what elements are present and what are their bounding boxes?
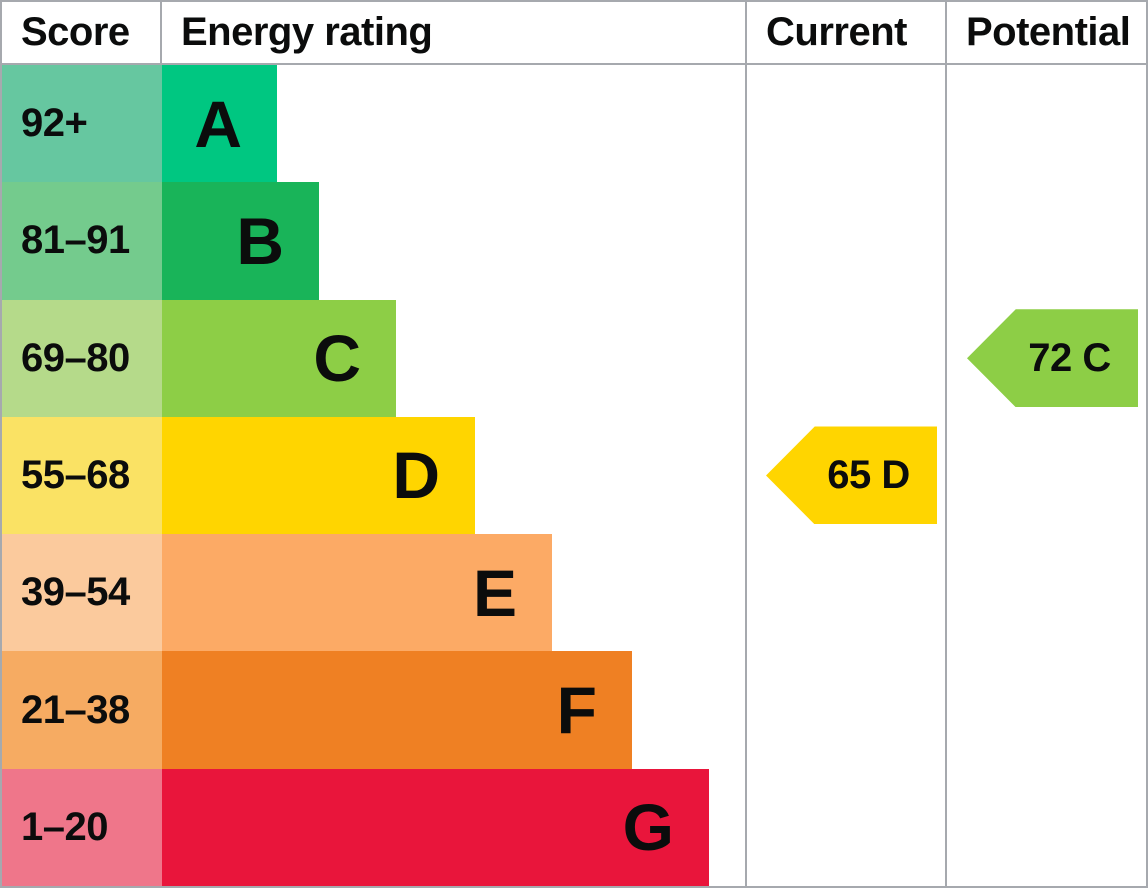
band-bar-b: B (162, 182, 319, 300)
band-row-a: A (162, 65, 745, 183)
band-bar-f: F (162, 651, 632, 769)
band-bar-e: E (162, 534, 552, 652)
score-column: Score 92+ 81–91 69–80 55–68 39–54 21–38 … (2, 2, 162, 886)
current-header: Current (747, 2, 945, 65)
score-cell-g: 1–20 (2, 768, 162, 886)
potential-header: Potential (947, 2, 1146, 65)
score-cell-b: 81–91 (2, 182, 162, 300)
score-cell-f: 21–38 (2, 651, 162, 769)
potential-column: Potential 72 C (945, 2, 1146, 886)
band-row-b: B (162, 182, 745, 300)
band-row-g: G (162, 768, 745, 886)
score-cells: 92+ 81–91 69–80 55–68 39–54 21–38 1–20 (2, 65, 162, 886)
band-bar-c: C (162, 299, 396, 417)
band-row-f: F (162, 651, 745, 769)
score-cell-d: 55–68 (2, 416, 162, 535)
potential-rating-arrow: 72 C (967, 309, 1138, 408)
score-cell-a: 92+ (2, 65, 162, 183)
band-row-c: C (162, 299, 745, 417)
score-cell-e: 39–54 (2, 534, 162, 652)
band-row-d: D (162, 416, 745, 535)
band-row-e: E (162, 534, 745, 652)
band-bar-d: D (162, 416, 475, 535)
score-header: Score (2, 2, 162, 65)
current-rating-arrow: 65 D (766, 426, 937, 525)
band-bar-a: A (162, 65, 277, 183)
score-cell-c: 69–80 (2, 299, 162, 417)
band-bar-g: G (162, 768, 709, 886)
current-column: Current 65 D (745, 2, 945, 886)
band-bars: A B C D E F G (162, 65, 745, 886)
energy-rating-header: Energy rating (162, 2, 745, 65)
energy-rating-column: Energy rating A B C D E F G (162, 2, 745, 886)
